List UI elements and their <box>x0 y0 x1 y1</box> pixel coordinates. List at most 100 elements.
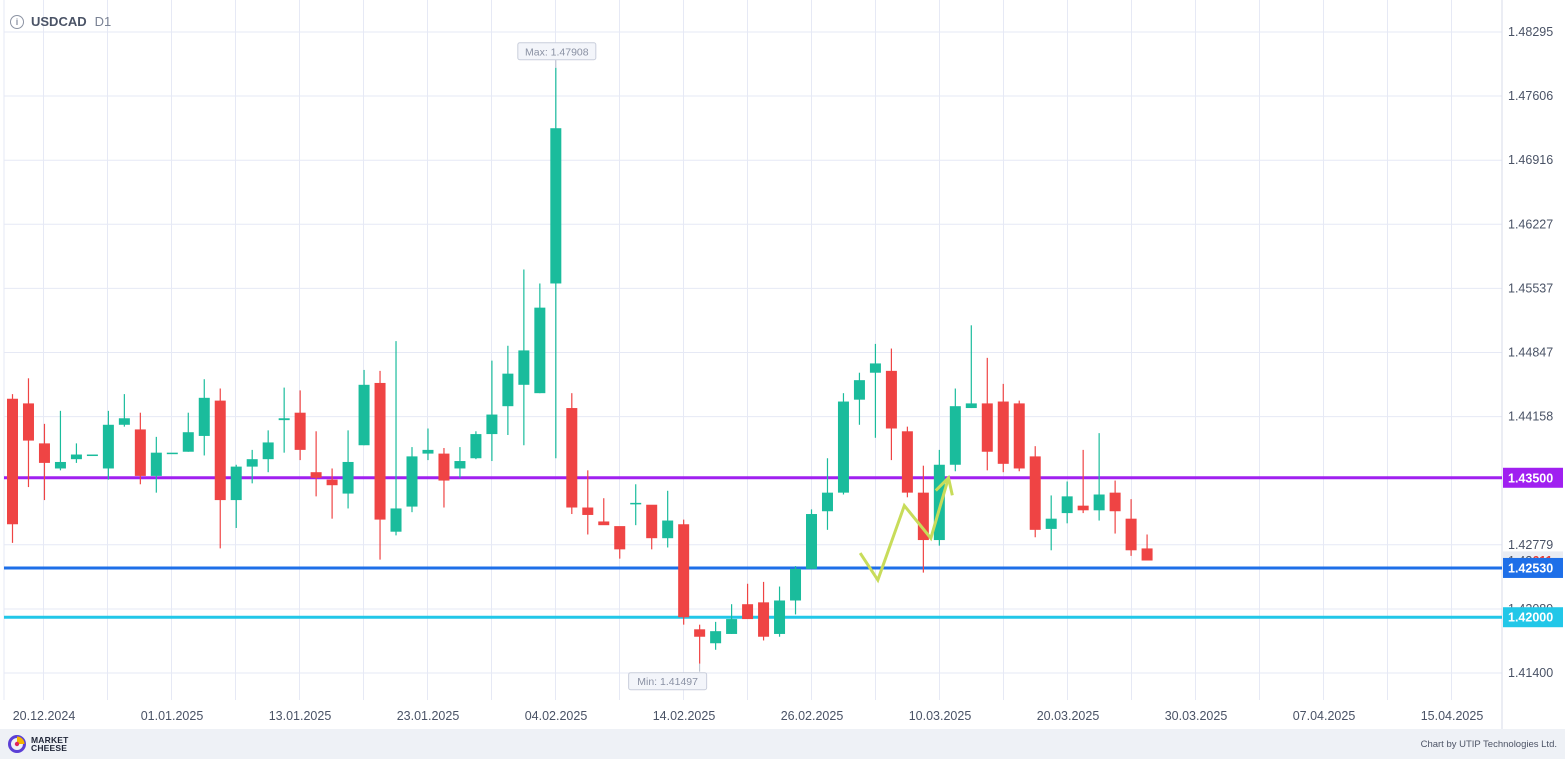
resistance-price-tag <box>1503 467 1563 488</box>
logo-line-2: CHEESE <box>31 743 68 753</box>
max-callout-box <box>517 42 597 61</box>
candle-48 <box>774 586 786 637</box>
candle-body <box>230 466 242 501</box>
candle-body <box>358 384 370 446</box>
x-tick-label-3: 23.01.2025 <box>397 709 460 723</box>
candle-51 <box>821 458 833 530</box>
footer-bar: MARKET CHEESE Chart by UTIP Technologies… <box>0 729 1565 759</box>
candle-body <box>422 449 434 454</box>
candle-14 <box>230 464 242 528</box>
candle-39 <box>630 484 642 526</box>
candle-27 <box>438 448 450 508</box>
candle-body <box>726 619 738 634</box>
candle-body <box>1029 456 1041 530</box>
candle-body <box>1125 518 1137 551</box>
candle-body <box>949 406 961 465</box>
support-1-price-label: 1.42530 <box>1508 561 1553 575</box>
candle-29 <box>470 431 482 460</box>
candle-67 <box>1077 449 1089 514</box>
chart-credit: Chart by UTIP Technologies Ltd. <box>1420 739 1557 750</box>
candle-41 <box>662 490 674 548</box>
candle-body <box>981 403 993 452</box>
candle-5 <box>86 454 98 457</box>
max-label: Max: 1.47908 <box>525 46 589 58</box>
candle-body <box>694 629 706 637</box>
candle-body <box>22 403 34 441</box>
y-tick-label-1: 1.47606 <box>1508 89 1553 103</box>
candle-0 <box>7 394 18 543</box>
candle-57 <box>917 465 929 573</box>
y-tick-label-6: 1.44158 <box>1508 410 1553 424</box>
cheese-logo-icon <box>8 735 26 753</box>
grid-lines <box>3 0 1503 729</box>
candle-13 <box>214 388 226 549</box>
candle-54 <box>869 343 881 438</box>
candle-31 <box>502 345 514 436</box>
candle-46 <box>742 583 754 620</box>
candle-38 <box>614 526 626 559</box>
resistance-price-label: 1.43500 <box>1508 471 1553 485</box>
symbol-label: USDCAD <box>31 14 87 29</box>
candle-body <box>294 412 306 450</box>
candle-55 <box>885 348 897 461</box>
candle-32 <box>518 269 530 446</box>
candle-35 <box>566 393 578 515</box>
y-tick-label-2: 1.46916 <box>1508 153 1553 167</box>
x-tick-label-0: 20.12.2024 <box>13 709 76 723</box>
candle-body <box>550 128 562 284</box>
candle-body <box>853 380 865 400</box>
candle-body <box>54 461 66 469</box>
candle-body <box>614 526 626 550</box>
candle-69 <box>1109 480 1121 534</box>
candle-53 <box>853 372 865 425</box>
candle-body <box>70 454 82 460</box>
candle-17 <box>278 387 290 453</box>
candle-body <box>790 568 802 601</box>
candles <box>7 67 1153 664</box>
candle-47 <box>758 581 770 641</box>
info-icon[interactable]: i <box>10 14 24 29</box>
y-tick-label-3: 1.46227 <box>1508 217 1553 231</box>
candle-2 <box>38 423 50 501</box>
candle-body <box>214 400 226 501</box>
candle-9 <box>150 436 162 493</box>
candle-15 <box>246 449 258 484</box>
candle-body <box>198 397 210 436</box>
forecast-path <box>858 474 954 584</box>
x-tick-label-1: 01.01.2025 <box>141 709 204 723</box>
candle-56 <box>901 426 913 498</box>
candle-36 <box>582 470 594 535</box>
candle-body <box>518 350 530 385</box>
x-tick-label-2: 13.01.2025 <box>269 709 332 723</box>
y-tick-label-5: 1.44847 <box>1508 346 1553 360</box>
candle-body <box>342 461 354 494</box>
candle-64 <box>1029 446 1041 538</box>
min-label: Min: 1.41497 <box>637 676 698 688</box>
candle-21 <box>342 430 354 509</box>
forecast-line <box>858 477 950 584</box>
candle-33 <box>534 283 546 394</box>
candle-66 <box>1061 481 1073 524</box>
y-tick-label-4: 1.45537 <box>1508 281 1553 295</box>
x-tick-label-5: 14.02.2025 <box>653 709 716 723</box>
candle-44 <box>710 621 722 650</box>
candle-body <box>438 453 450 481</box>
candle-61 <box>981 357 993 471</box>
min-callout-box <box>628 672 708 691</box>
candle-19 <box>310 431 322 497</box>
marketcheese-logo[interactable]: MARKET CHEESE <box>8 735 69 753</box>
candle-body <box>102 424 114 469</box>
candle-body <box>582 507 594 515</box>
candle-body <box>917 492 929 541</box>
candle-58 <box>933 449 945 546</box>
price-levels <box>4 476 1502 619</box>
candle-body <box>534 307 546 394</box>
candle-body <box>1093 494 1105 511</box>
candle-62 <box>997 383 1009 473</box>
date-axis: 20.12.2024 01.01.2025 13.01.2025 23.01.2025… <box>13 709 1484 723</box>
candle-body <box>885 370 897 429</box>
forecast-arrowhead <box>934 474 954 496</box>
candle-4 <box>70 443 82 463</box>
timeframe-label: D1 <box>94 14 112 29</box>
